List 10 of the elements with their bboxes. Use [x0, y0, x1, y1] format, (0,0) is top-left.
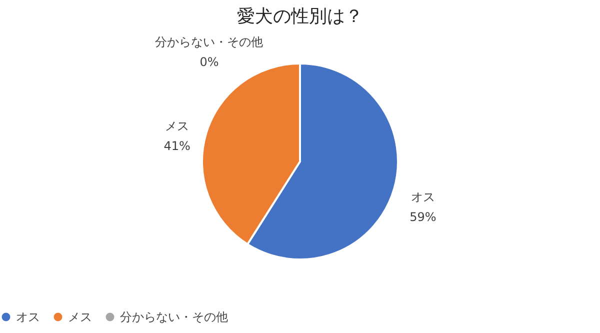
legend-label: メス: [68, 310, 92, 324]
legend-label: オス: [16, 310, 40, 324]
text: 0%: [200, 55, 219, 70]
slice-label: メス: [165, 118, 190, 133]
chart-title: 愛犬の性別は？: [237, 6, 363, 27]
data-label: 59%: [410, 210, 436, 224]
slice-label: オス: [410, 190, 435, 204]
data-label: 41%: [164, 138, 190, 153]
category-label: 分からない・その他: [155, 35, 264, 50]
legend-label: 分からない・その他: [120, 310, 228, 324]
